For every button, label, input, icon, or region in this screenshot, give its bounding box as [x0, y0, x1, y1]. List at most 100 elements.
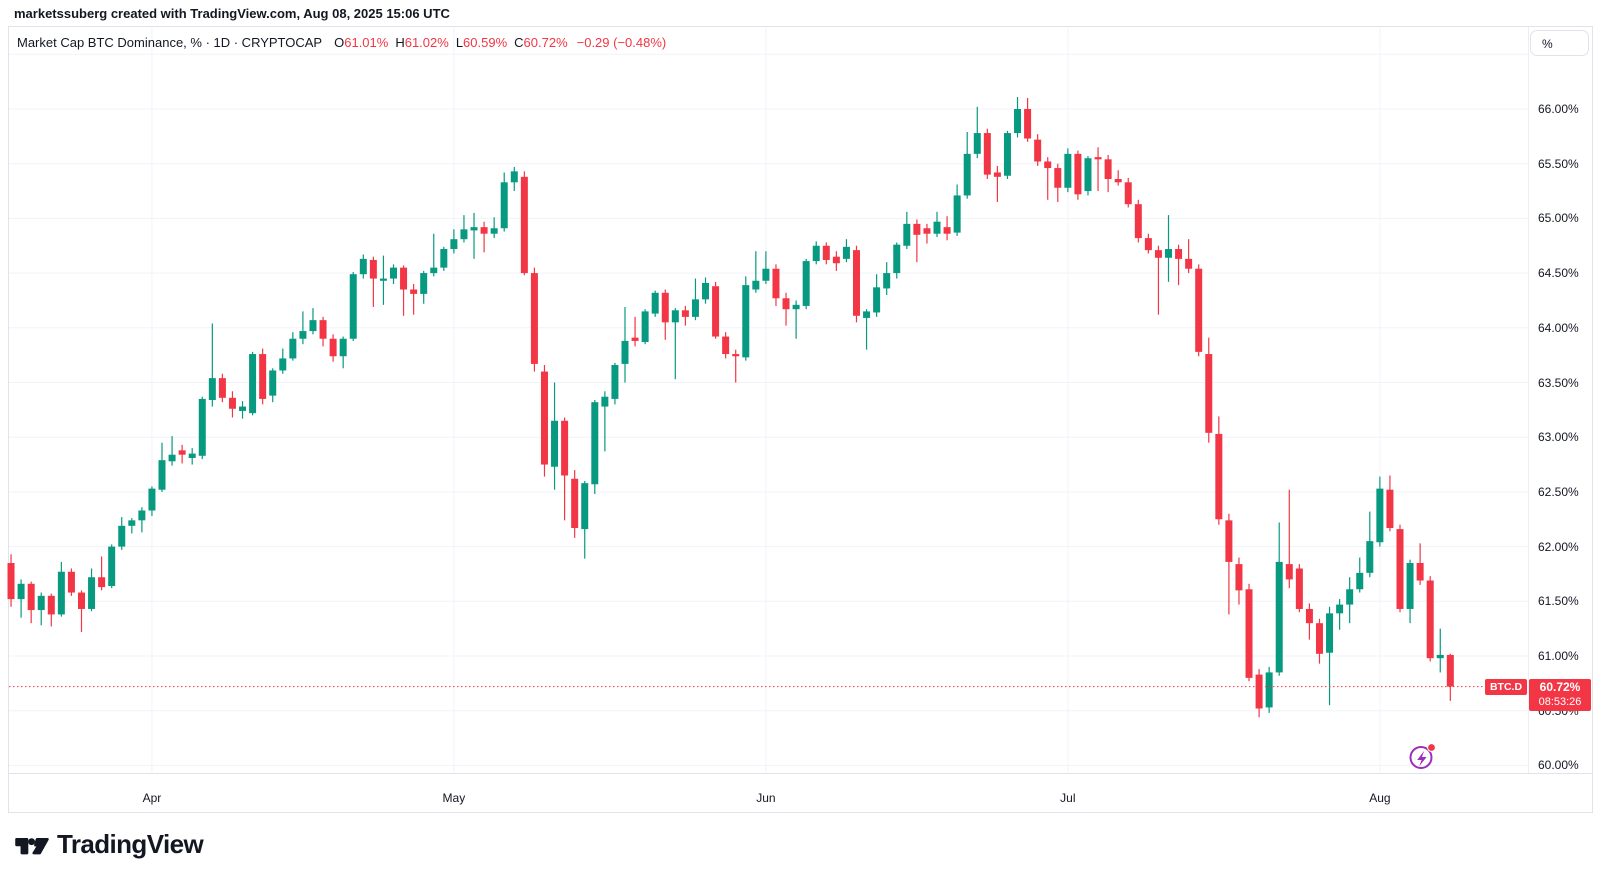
candle[interactable]	[57, 561, 65, 617]
candle[interactable]	[400, 265, 408, 316]
candle[interactable]	[208, 323, 216, 407]
candle[interactable]	[802, 258, 810, 310]
candle[interactable]	[551, 382, 559, 490]
candle[interactable]	[289, 332, 297, 361]
candle[interactable]	[822, 242, 830, 265]
candle[interactable]	[732, 349, 740, 383]
candle[interactable]	[1144, 233, 1152, 254]
candle[interactable]	[37, 592, 45, 626]
candle[interactable]	[863, 309, 871, 350]
candle[interactable]	[883, 262, 891, 295]
candle[interactable]	[500, 172, 508, 232]
candle[interactable]	[1165, 215, 1173, 282]
candle[interactable]	[1003, 130, 1011, 180]
candle[interactable]	[198, 396, 206, 460]
candle[interactable]	[259, 348, 267, 405]
candle[interactable]	[681, 305, 689, 326]
candle[interactable]	[17, 579, 25, 618]
candle[interactable]	[1356, 557, 1364, 593]
candle[interactable]	[299, 311, 307, 345]
candle[interactable]	[349, 272, 357, 341]
candle[interactable]	[1265, 666, 1273, 713]
candle[interactable]	[1114, 170, 1122, 186]
candle[interactable]	[520, 171, 528, 276]
candle[interactable]	[893, 242, 901, 279]
candle[interactable]	[651, 290, 659, 317]
candle[interactable]	[873, 274, 881, 317]
candle[interactable]	[1326, 606, 1334, 706]
time-axis[interactable]	[8, 774, 1528, 812]
candle[interactable]	[1446, 653, 1454, 701]
candle[interactable]	[138, 507, 146, 533]
candle[interactable]	[77, 590, 85, 632]
candle[interactable]	[1245, 583, 1253, 682]
candle[interactable]	[792, 300, 800, 339]
candle[interactable]	[1406, 559, 1414, 624]
candle[interactable]	[1134, 199, 1142, 243]
candle[interactable]	[490, 217, 498, 239]
candle[interactable]	[420, 270, 428, 304]
candle[interactable]	[27, 581, 35, 624]
candle[interactable]	[1235, 557, 1243, 605]
candle[interactable]	[450, 229, 458, 254]
candle[interactable]	[702, 277, 710, 304]
candle[interactable]	[913, 219, 921, 263]
candle[interactable]	[440, 246, 448, 271]
candle[interactable]	[923, 223, 931, 244]
candle[interactable]	[812, 241, 820, 265]
candle[interactable]	[832, 251, 840, 271]
candle[interactable]	[1295, 564, 1303, 613]
candle[interactable]	[460, 215, 468, 243]
candle[interactable]	[530, 267, 538, 372]
candle[interactable]	[1315, 618, 1323, 664]
candle[interactable]	[953, 184, 961, 236]
lightning-boost-icon[interactable]	[1406, 742, 1438, 774]
candle[interactable]	[249, 351, 257, 416]
candle[interactable]	[983, 128, 991, 180]
candle[interactable]	[943, 216, 951, 241]
candle[interactable]	[1386, 475, 1394, 532]
candle[interactable]	[1034, 134, 1042, 166]
candle[interactable]	[1024, 98, 1032, 142]
candle[interactable]	[722, 332, 730, 359]
candle[interactable]	[973, 106, 981, 159]
candle[interactable]	[712, 281, 720, 339]
candle[interactable]	[1426, 576, 1434, 662]
candle[interactable]	[128, 518, 136, 534]
candle[interactable]	[1215, 416, 1223, 525]
candle[interactable]	[1366, 511, 1374, 578]
candle[interactable]	[470, 212, 478, 259]
candle[interactable]	[480, 221, 488, 253]
price-axis[interactable]: 66.00% 65.50% 65.00% 64.50% 64.00% 63.50% 63.0…	[1529, 27, 1592, 773]
percent-unit-button[interactable]: %	[1530, 30, 1589, 56]
candle[interactable]	[239, 401, 247, 419]
candle[interactable]	[510, 166, 518, 192]
candle[interactable]	[1064, 148, 1072, 193]
candle[interactable]	[903, 211, 911, 250]
candle[interactable]	[329, 334, 337, 362]
candle[interactable]	[390, 264, 397, 285]
candle[interactable]	[359, 254, 367, 279]
candle[interactable]	[1124, 177, 1132, 208]
candle[interactable]	[772, 264, 780, 306]
candle[interactable]	[1104, 154, 1112, 193]
candle[interactable]	[369, 256, 377, 308]
candle[interactable]	[430, 233, 438, 277]
candle[interactable]	[148, 486, 156, 516]
candle[interactable]	[611, 362, 619, 405]
candle[interactable]	[742, 276, 750, 361]
chart-legend[interactable]: Market Cap BTC Dominance, % · 1D · CRYPT…	[17, 35, 666, 50]
candle[interactable]	[1094, 147, 1102, 192]
candle[interactable]	[752, 251, 760, 293]
candle[interactable]	[1416, 543, 1424, 585]
candle[interactable]	[1205, 337, 1213, 443]
candle[interactable]	[1346, 577, 1354, 624]
candle[interactable]	[842, 239, 850, 263]
candle[interactable]	[279, 348, 287, 374]
candle[interactable]	[269, 368, 277, 403]
candle[interactable]	[671, 308, 679, 380]
candle[interactable]	[67, 568, 75, 596]
candle[interactable]	[47, 593, 55, 627]
candle[interactable]	[661, 289, 669, 340]
